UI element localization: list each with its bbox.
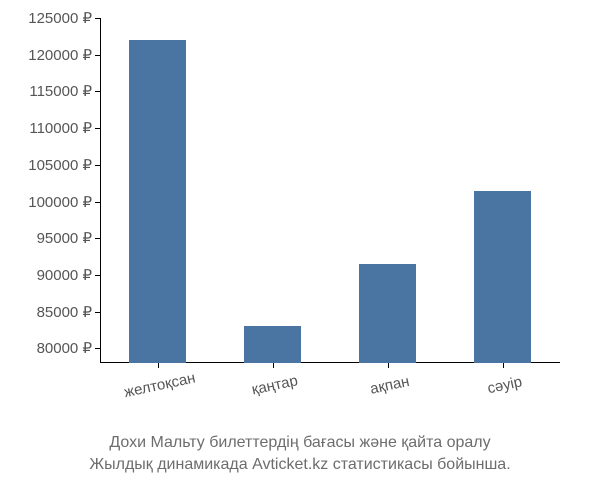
y-tick-label: 120000 ₽ (0, 46, 92, 64)
y-tick-label: 110000 ₽ (0, 119, 92, 137)
caption-line-1: Дохи Мальту билеттердің бағасы және қайт… (0, 432, 600, 454)
y-axis-labels: 80000 ₽ 85000 ₽ 90000 ₽ 95000 ₽ 100000 ₽ 1050… (0, 18, 100, 363)
x-tick-label: ақпан (368, 373, 410, 398)
chart-caption: Дохи Мальту билеттердің бағасы және қайт… (0, 432, 600, 475)
y-tick-label: 80000 ₽ (0, 339, 92, 357)
bars-container (100, 18, 560, 363)
y-tick-label: 95000 ₽ (0, 229, 92, 247)
y-tick-label: 100000 ₽ (0, 193, 92, 211)
plot-area (100, 18, 560, 363)
x-tick-label: сәуір (485, 373, 523, 397)
x-tick-mark (273, 363, 274, 368)
caption-line-2: Жылдық динамикада Avticket.kz статистика… (0, 454, 600, 476)
bar (129, 40, 187, 363)
y-tick-label: 115000 ₽ (0, 82, 92, 100)
y-tick-label: 105000 ₽ (0, 156, 92, 174)
y-tick-label: 90000 ₽ (0, 266, 92, 284)
x-tick-mark (388, 363, 389, 368)
y-tick-label: 125000 ₽ (0, 9, 92, 27)
bar (359, 264, 417, 363)
x-tick-label: желтоқсан (122, 369, 196, 401)
x-tick-label: қаңтар (250, 372, 299, 398)
x-tick-mark (503, 363, 504, 368)
price-chart: 80000 ₽ 85000 ₽ 90000 ₽ 95000 ₽ 100000 ₽ 1050… (0, 0, 600, 500)
x-tick-mark (158, 363, 159, 368)
x-axis-labels: желтоқсанқаңтарақпансәуір (100, 377, 560, 427)
bar (474, 191, 532, 364)
bar (244, 326, 302, 363)
y-tick-label: 85000 ₽ (0, 303, 92, 321)
